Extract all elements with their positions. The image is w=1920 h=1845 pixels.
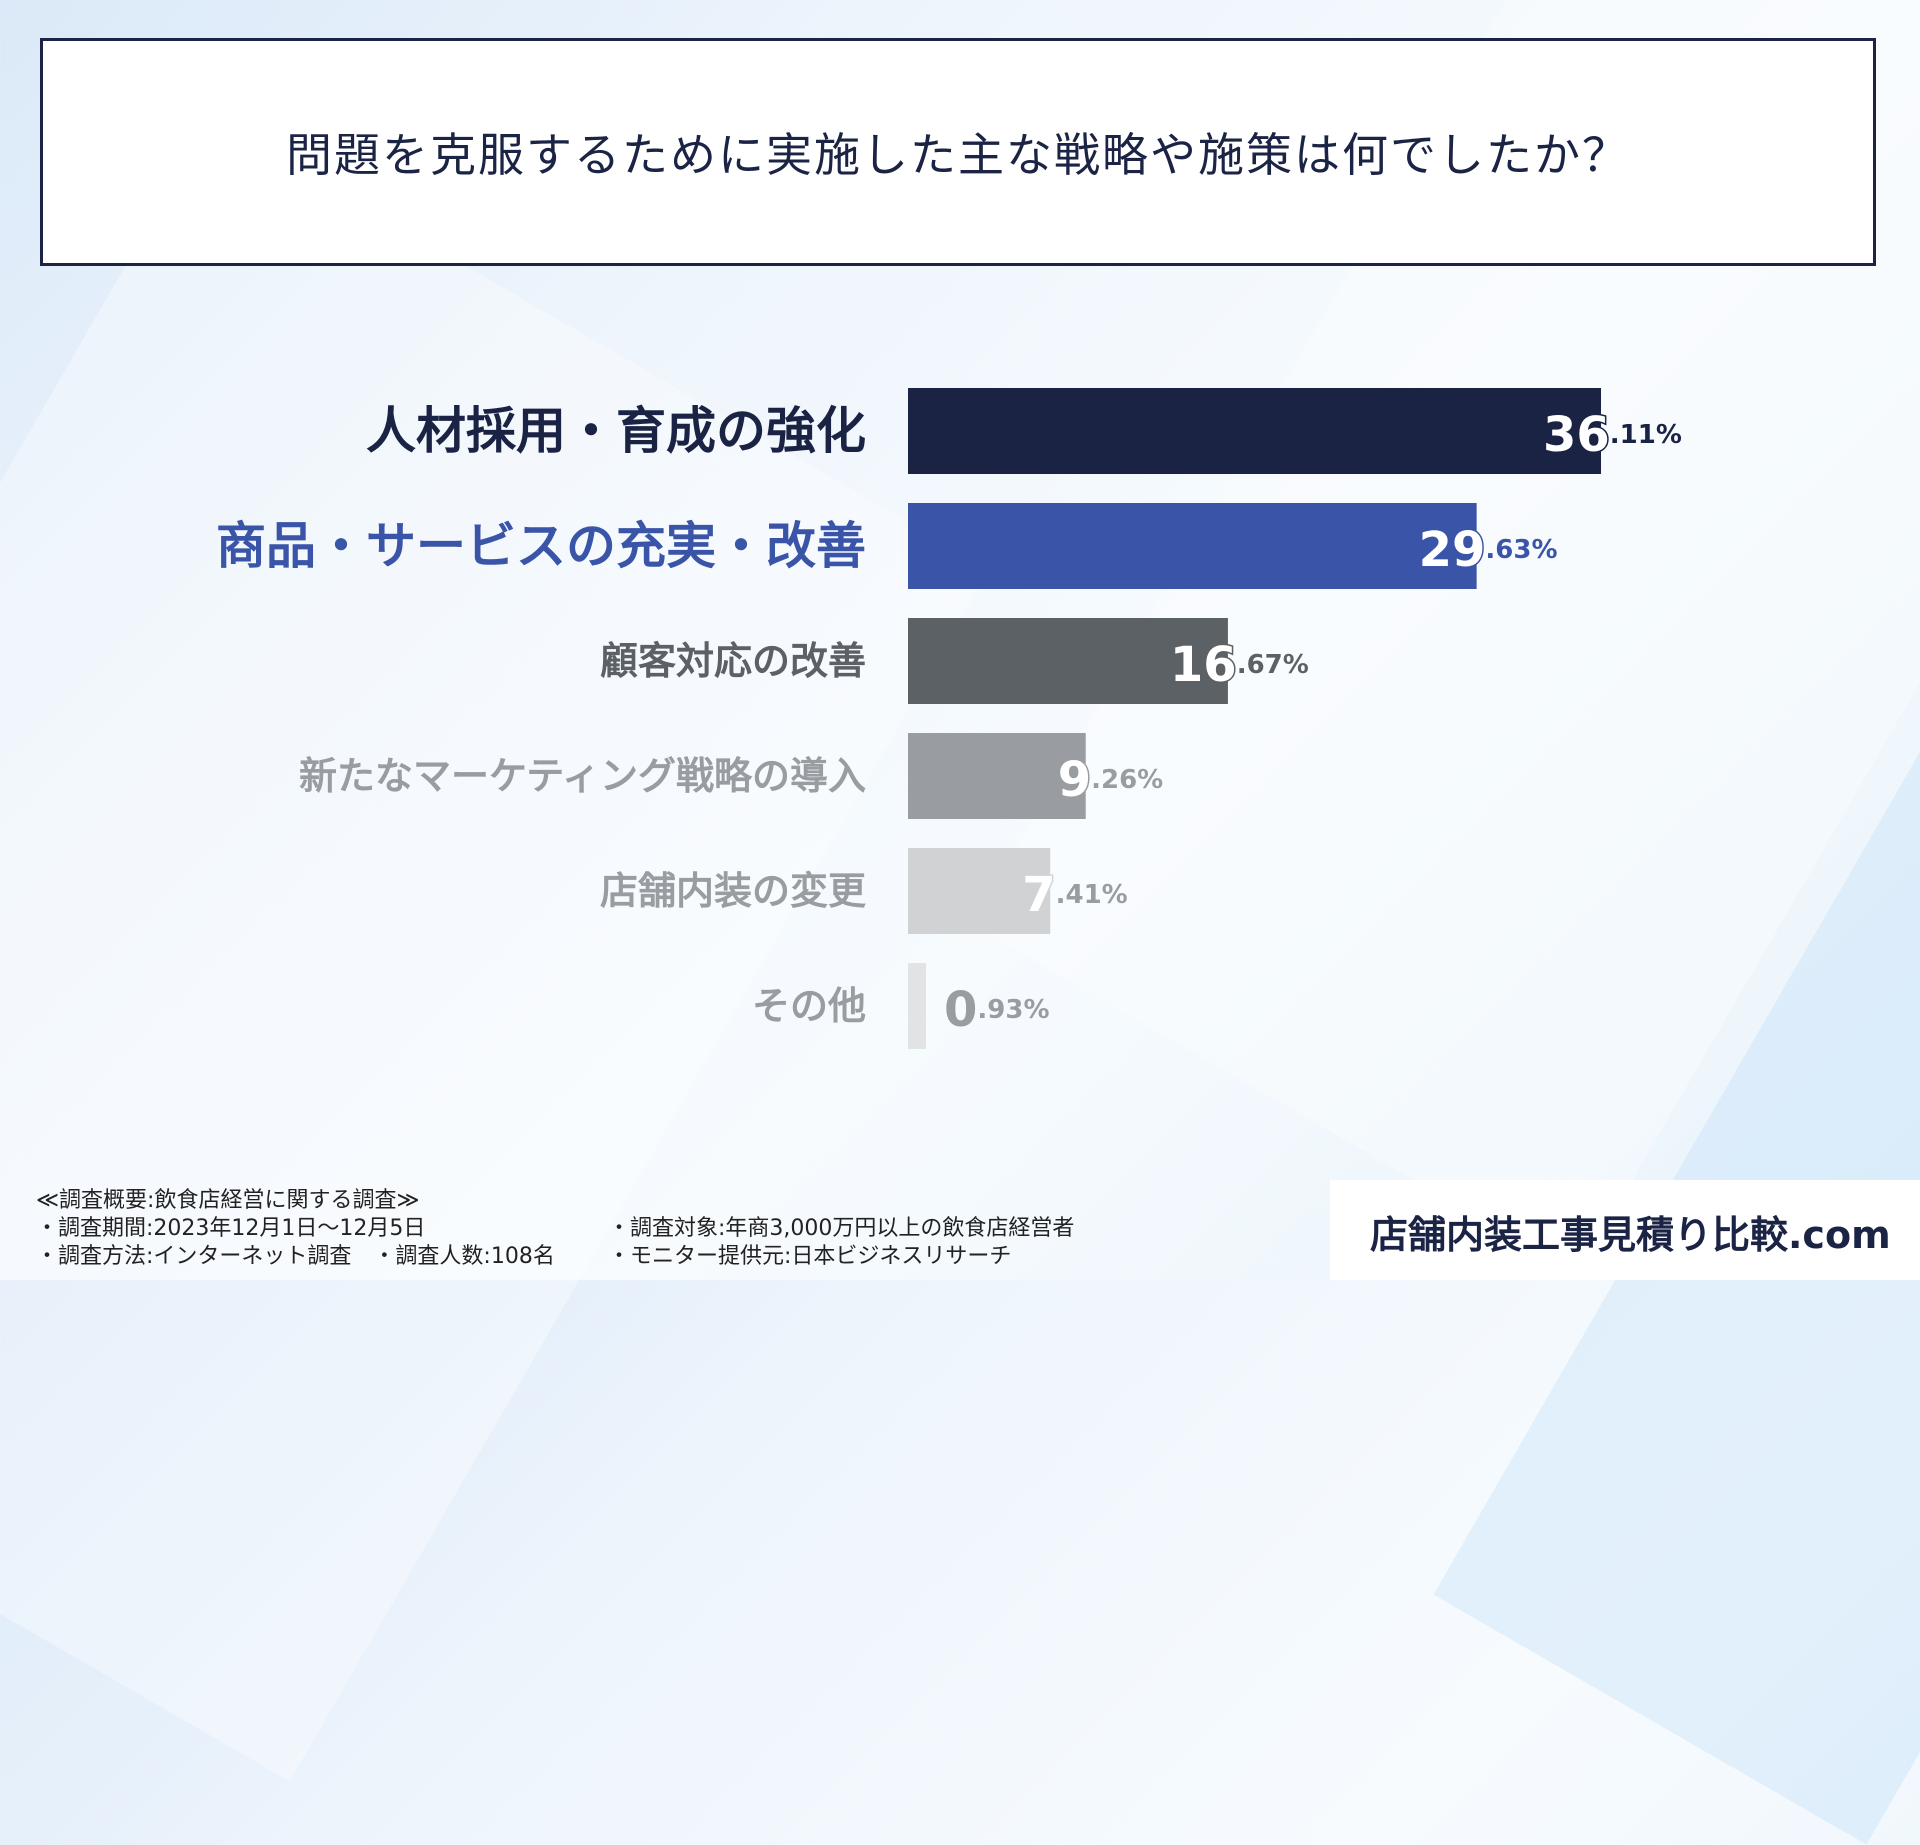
bar	[908, 963, 926, 1049]
category-label: 人材採用・育成の強化	[366, 402, 866, 460]
category-label: その他	[752, 984, 866, 1028]
category-label: 新たなマーケティング戦略の導入	[299, 754, 866, 798]
value-label-decimal: .26%	[1091, 765, 1163, 795]
value-label-decimal: .11%	[1610, 420, 1682, 450]
category-label: 店舗内装の変更	[600, 869, 867, 913]
bar	[908, 503, 1477, 589]
survey-target: ・調査対象:年商3,000万円以上の飲食店経営者	[608, 1216, 1075, 1241]
value-label: 0.93%	[944, 982, 1050, 1038]
survey-notes: ≪調査概要:飲食店経営に関する調査≫ ・調査期間:2023年12月1日〜12月5…	[36, 1187, 555, 1271]
value-label-integer: 16	[1170, 637, 1237, 693]
value-label-integer: 0	[944, 982, 977, 1038]
value-label: 7.41%	[1022, 867, 1128, 923]
value-label: 29.63%	[1419, 522, 1558, 578]
value-label-integer: 36	[1543, 407, 1610, 463]
bar-chart: 人材採用・育成の強化 36.11% 商品・サービスの充実・改善 29.63% 顧客対応の…	[216, 388, 1682, 1049]
question-title: 問題を克服するために実施した主な戦略や施策は何でしたか？	[286, 128, 1630, 182]
value-label: 16.67%	[1170, 637, 1309, 693]
value-label: 36.11%	[1543, 407, 1682, 463]
value-label-integer: 29	[1419, 522, 1486, 578]
bar	[908, 618, 1228, 704]
survey-monitor: ・モニター提供元:日本ビジネスリサーチ	[608, 1244, 1012, 1269]
category-label: 顧客対応の改善	[600, 639, 866, 683]
brand-logo-box: 店舗内装工事見積り比較.com	[1330, 1180, 1920, 1280]
bar	[908, 848, 1051, 934]
category-label: 商品・サービスの充実・改善	[216, 517, 866, 575]
survey-period: ・調査期間:2023年12月1日〜12月5日	[36, 1216, 426, 1241]
value-label: 9.26%	[1058, 752, 1164, 808]
survey-overview: ≪調査概要:飲食店経営に関する調査≫	[36, 1188, 420, 1213]
bar	[908, 388, 1601, 474]
brand-logo: 店舗内装工事見積り比較.com	[1370, 1213, 1891, 1257]
value-label-decimal: .67%	[1237, 650, 1309, 680]
value-label-decimal: .63%	[1485, 535, 1557, 565]
survey-method: ・調査方法:インターネット調査 ・調査人数:108名	[36, 1244, 555, 1269]
value-label-decimal: .93%	[977, 995, 1049, 1025]
bar	[908, 733, 1086, 819]
value-label-decimal: .41%	[1056, 880, 1128, 910]
question-title-box: 問題を克服するために実施した主な戦略や施策は何でしたか？	[40, 38, 1876, 266]
survey-notes-right: ・調査対象:年商3,000万円以上の飲食店経営者 ・モニター提供元:日本ビジネス…	[608, 1215, 1074, 1271]
value-label-integer: 9	[1058, 752, 1091, 808]
value-label-integer: 7	[1022, 867, 1055, 923]
